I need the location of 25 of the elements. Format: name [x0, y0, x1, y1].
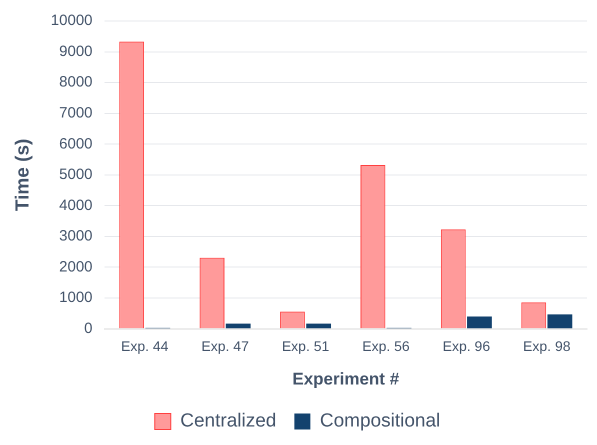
bar: [547, 314, 572, 328]
y-tick-label: 2000: [59, 258, 93, 276]
y-tick-label: 8000: [59, 74, 93, 91]
x-tick-label: Exp. 56: [362, 338, 410, 354]
x-tick-label: Exp. 47: [201, 338, 250, 354]
y-tick-label: 4000: [59, 196, 93, 214]
y-tick-label: 1000: [59, 289, 93, 306]
x-tick-label: Exp. 96: [442, 338, 490, 354]
y-tick-label: 10000: [50, 12, 93, 30]
y-tick-label: 9000: [59, 42, 93, 60]
y-tick-label: 0: [84, 320, 93, 337]
bar: [226, 324, 251, 328]
legend-label: Compositional: [320, 410, 440, 432]
x-tick-label: Exp. 51: [282, 338, 330, 354]
x-tick-label: Exp. 98: [523, 338, 571, 354]
y-axis-title: Time (s): [12, 138, 34, 212]
y-tick-label: 7000: [59, 104, 93, 122]
y-tick-label: 6000: [59, 135, 93, 152]
y-tick-label: 3000: [59, 228, 93, 245]
y-tick-label: 5000: [59, 166, 93, 184]
x-tick-label: Exp. 44: [120, 338, 169, 354]
bar: [467, 316, 492, 328]
bar: [306, 324, 332, 328]
x-axis-title: Experiment #: [292, 369, 400, 388]
legend-label: Centralized: [180, 410, 276, 432]
